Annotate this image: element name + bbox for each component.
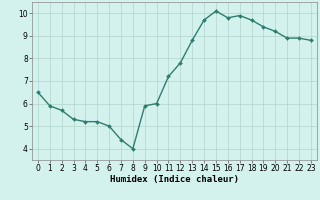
- X-axis label: Humidex (Indice chaleur): Humidex (Indice chaleur): [110, 175, 239, 184]
